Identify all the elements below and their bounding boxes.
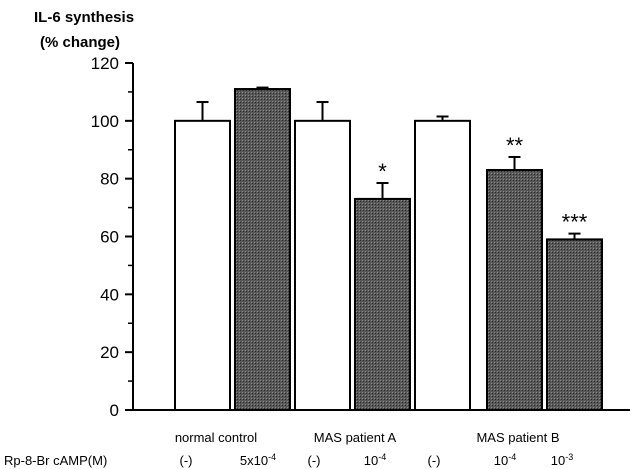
dose-label: 5x10-4	[240, 452, 276, 468]
group-label: MAS patient A	[314, 430, 397, 445]
bar-4	[354, 197, 411, 411]
y-tick-label: 40	[100, 285, 119, 304]
y-axis-label-line2: (% change)	[40, 34, 121, 51]
bar-1	[174, 119, 231, 411]
y-tick-label: 80	[100, 170, 119, 189]
dose-label: 10-4	[364, 452, 386, 468]
y-tick-label: 60	[100, 228, 119, 247]
y-tick-label: 0	[110, 401, 119, 420]
y-tick-label: 20	[100, 343, 119, 362]
bars-layer	[174, 86, 603, 412]
bar-7	[546, 238, 603, 411]
row-label: Rp-8-Br cAMP(M)	[4, 453, 107, 468]
significance-marker: *	[378, 159, 387, 184]
dose-label: (-)	[180, 453, 193, 468]
y-axis-label-line1: IL-6 synthesis	[34, 9, 135, 26]
y-tick-label: 120	[91, 54, 119, 73]
group-label: normal control	[175, 430, 257, 445]
dose-label: (-)	[428, 453, 441, 468]
bar-6	[486, 168, 543, 411]
dose-label: 10-3	[551, 452, 573, 468]
bar-3	[294, 119, 351, 411]
significance-marker: ***	[562, 210, 588, 235]
dose-label: (-)	[308, 453, 321, 468]
group-label: MAS patient B	[476, 430, 559, 445]
dose-label: 10-4	[494, 452, 516, 468]
significance-marker: **	[506, 133, 524, 158]
bar-2	[234, 88, 291, 412]
y-tick-label: 100	[91, 112, 119, 131]
bar-5	[414, 119, 471, 411]
